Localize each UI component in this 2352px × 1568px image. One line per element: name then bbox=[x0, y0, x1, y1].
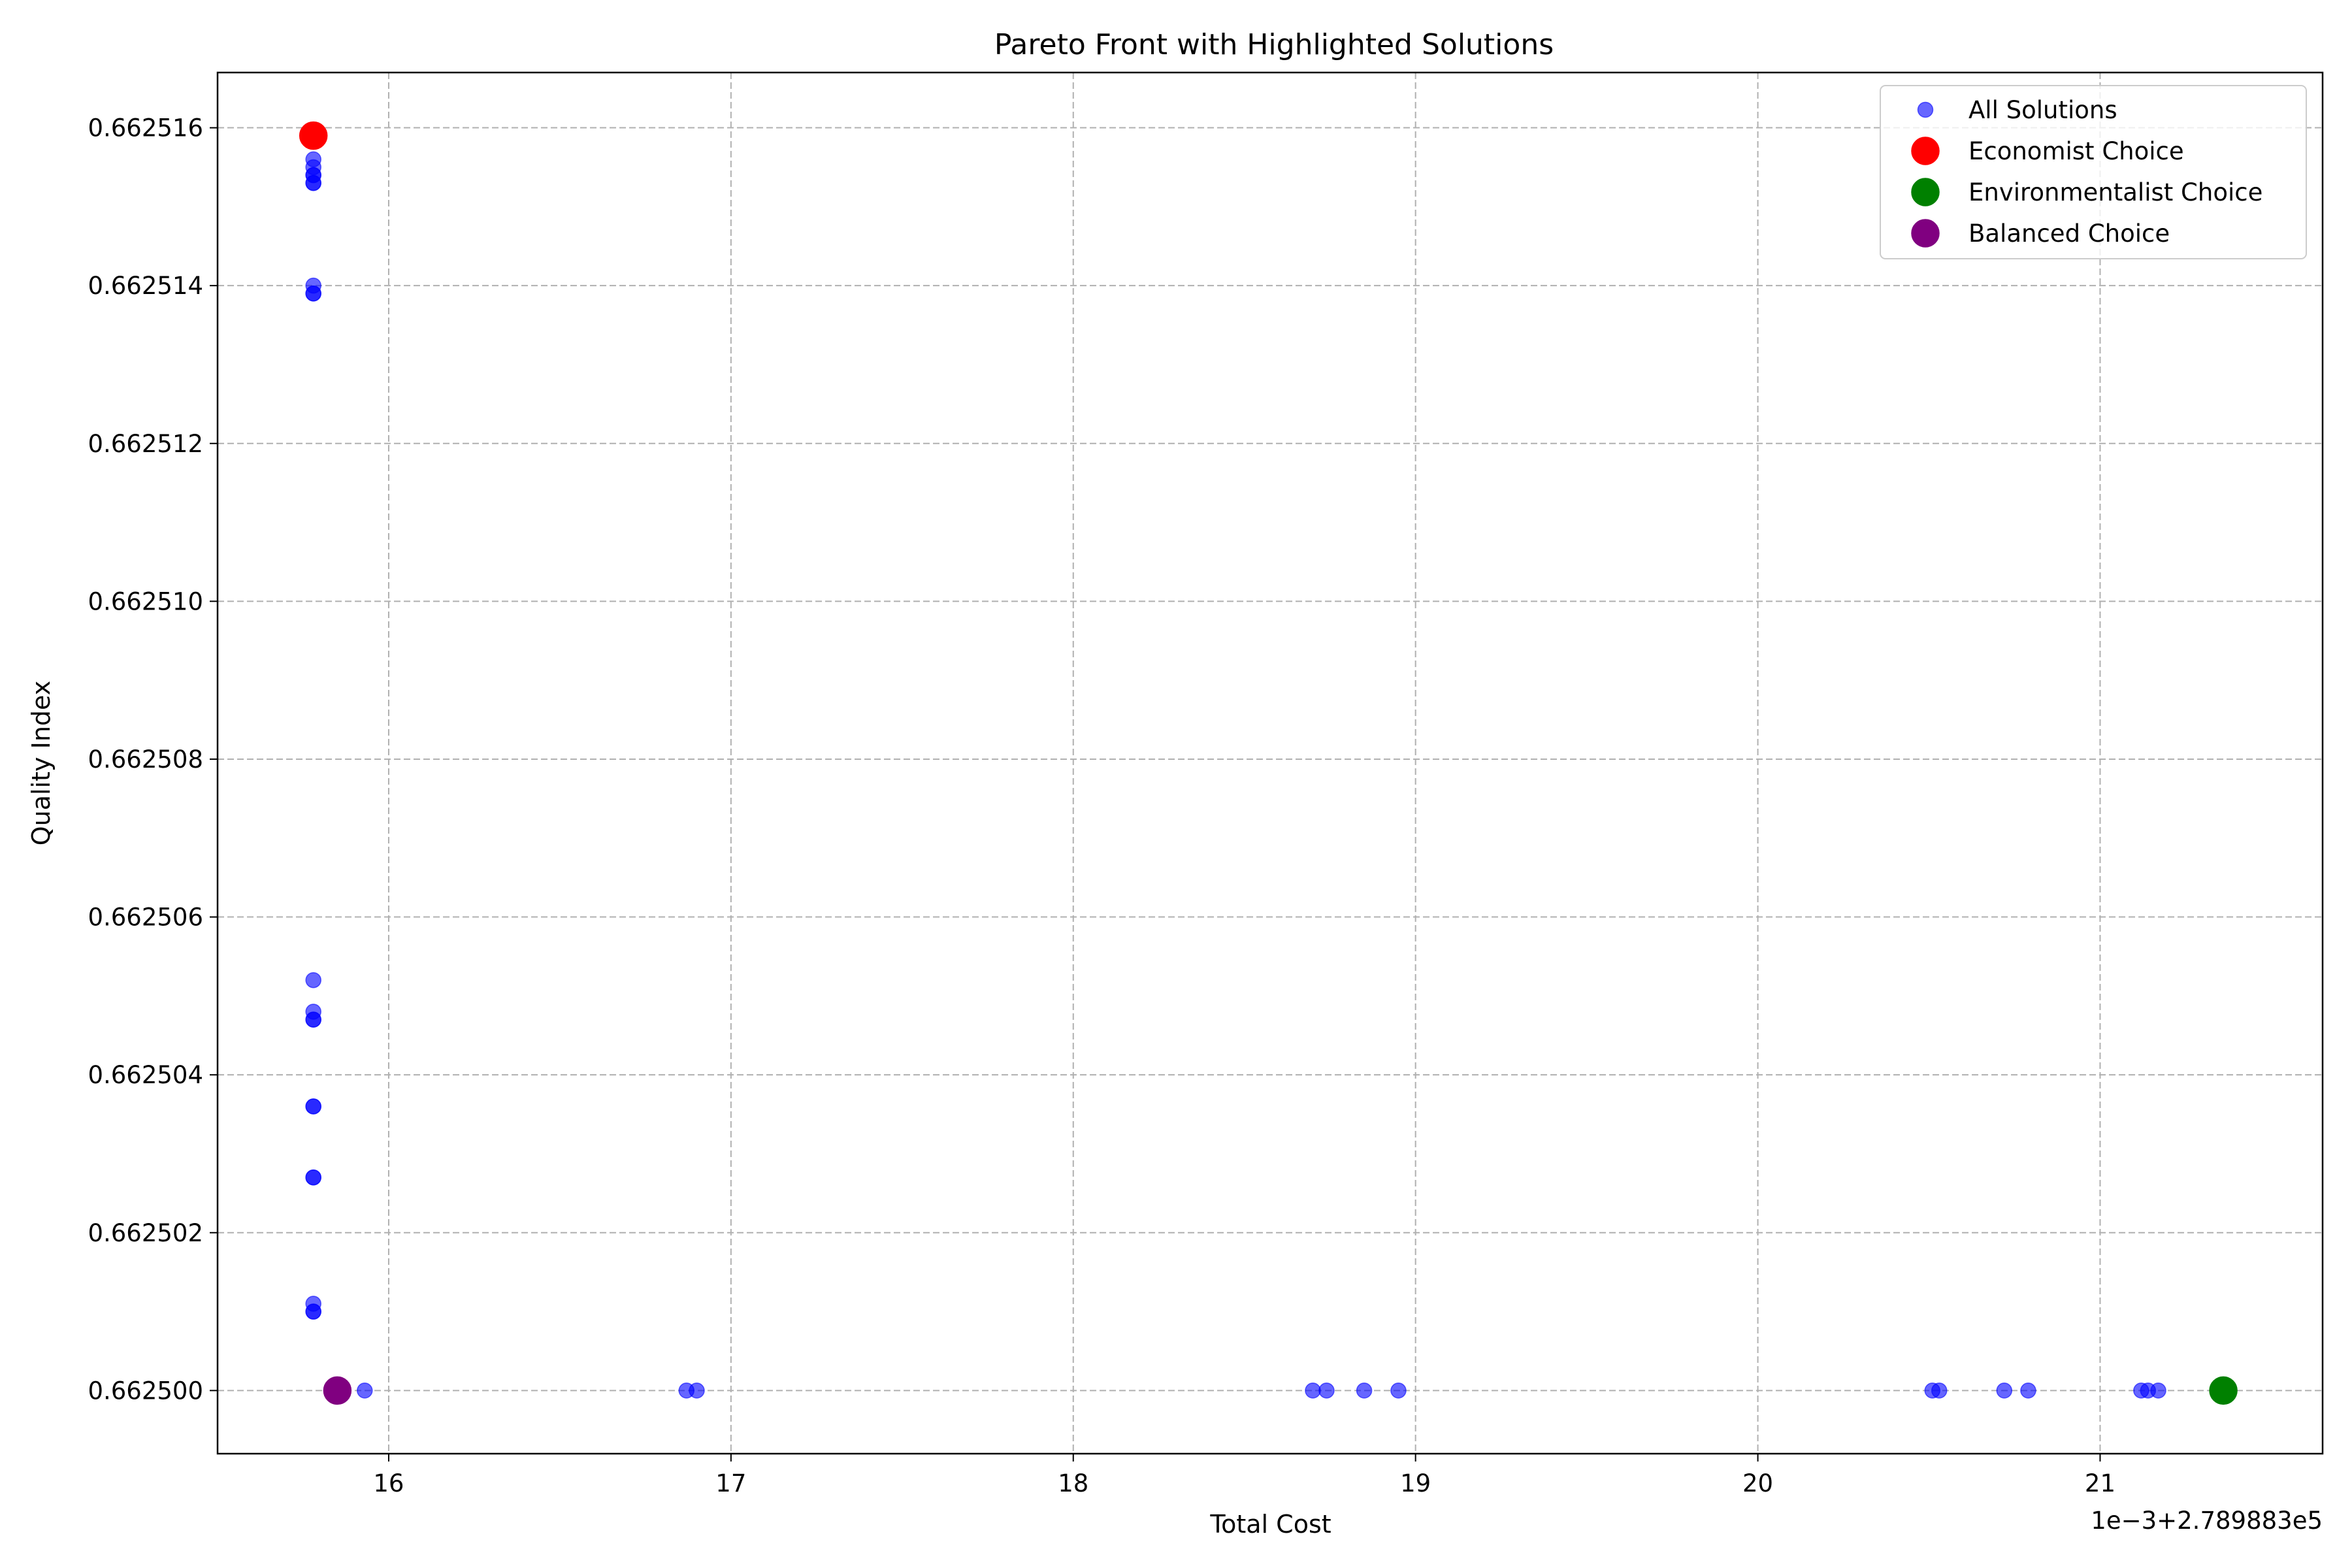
y-tick-label: 0.662506 bbox=[88, 904, 203, 932]
data-point bbox=[2209, 1376, 2238, 1405]
x-tick-label: 21 bbox=[2085, 1469, 2115, 1497]
legend-label: Environmentalist Choice bbox=[1968, 178, 2262, 206]
y-axis-label: Quality Index bbox=[27, 681, 56, 845]
y-tick-label: 0.662514 bbox=[88, 272, 203, 300]
legend-marker bbox=[1911, 137, 1940, 165]
legend-label: Economist Choice bbox=[1968, 137, 2184, 165]
legend-marker bbox=[1911, 178, 1940, 206]
x-tick-label: 19 bbox=[1400, 1469, 1431, 1497]
chart-title: Pareto Front with Highlighted Solutions bbox=[994, 28, 1554, 61]
y-tick-label: 0.662500 bbox=[88, 1377, 203, 1405]
y-tick-label: 0.662508 bbox=[88, 745, 203, 774]
data-point bbox=[323, 1376, 352, 1405]
legend: All Solutions Economist Choice Environment… bbox=[1880, 85, 2307, 259]
y-tick-label: 0.662512 bbox=[88, 430, 203, 458]
data-point bbox=[305, 285, 321, 302]
y-tick-label: 0.662504 bbox=[88, 1061, 203, 1089]
plot-area-frame bbox=[216, 71, 2324, 1455]
data-point bbox=[305, 1303, 321, 1320]
data-point bbox=[1390, 1382, 1407, 1399]
y-tick-label: 0.662510 bbox=[88, 587, 203, 615]
data-point bbox=[305, 1098, 321, 1115]
data-point bbox=[689, 1382, 705, 1399]
x-tick-label: 20 bbox=[1742, 1469, 1773, 1497]
data-point bbox=[1305, 1382, 1321, 1399]
legend-marker bbox=[1911, 219, 1940, 248]
x-tick-label: 17 bbox=[715, 1469, 746, 1497]
data-point bbox=[305, 1011, 321, 1028]
data-point bbox=[357, 1382, 373, 1399]
data-point bbox=[1356, 1382, 1373, 1399]
x-tick-label: 16 bbox=[373, 1469, 404, 1497]
x-axis-offset-label: 1e−3+2.789883e5 bbox=[2091, 1507, 2323, 1535]
data-point bbox=[2150, 1382, 2166, 1399]
axis-ticks: 16 17 18 19 20 21 0.662500 0.662502 0.662504 0.66… bbox=[88, 114, 2115, 1497]
data-point bbox=[1931, 1382, 1948, 1399]
legend-label: Balanced Choice bbox=[1968, 220, 2170, 248]
legend-label: All Solutions bbox=[1968, 96, 2117, 124]
data-point bbox=[305, 972, 321, 988]
legend-frame bbox=[1880, 85, 2307, 259]
data-point bbox=[299, 121, 328, 150]
x-axis-label: Total Cost bbox=[1209, 1510, 1331, 1539]
data-point bbox=[1318, 1382, 1335, 1399]
y-tick-label: 0.662502 bbox=[88, 1219, 203, 1247]
data-point bbox=[305, 1169, 321, 1186]
x-tick-label: 18 bbox=[1058, 1469, 1088, 1497]
data-point bbox=[1996, 1382, 2013, 1399]
grid-lines bbox=[218, 73, 2323, 1454]
legend-marker bbox=[1917, 101, 1934, 118]
data-points bbox=[299, 121, 2238, 1405]
data-point bbox=[305, 174, 321, 191]
data-point bbox=[2020, 1382, 2036, 1399]
y-tick-label: 0.662516 bbox=[88, 114, 203, 142]
